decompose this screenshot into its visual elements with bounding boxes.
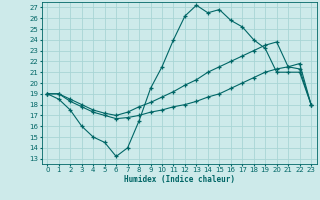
- X-axis label: Humidex (Indice chaleur): Humidex (Indice chaleur): [124, 175, 235, 184]
